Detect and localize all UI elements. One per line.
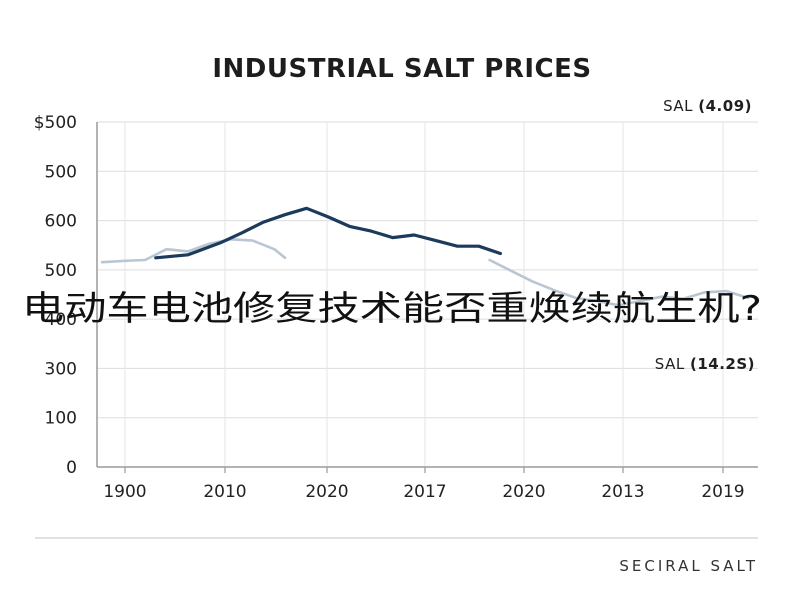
y-tick-label: $500 [34,113,77,133]
annotation-top-value: (4.09) [698,97,752,115]
series-line-2 [488,258,750,307]
y-tick-label: 100 [45,409,77,429]
annotation-bottom-value: (14.2S) [690,355,755,373]
axes [96,122,758,468]
x-tick-label: 2020 [305,482,348,502]
x-tick-label: 1900 [103,482,146,502]
x-tick-label: 2017 [403,482,446,502]
y-tick-label: 300 [45,359,77,379]
y-tick-label: 600 [45,212,77,232]
series-lines [100,206,750,307]
annotation-bottom: SAL (14.2S) [655,355,755,373]
x-tick-label: 2020 [502,482,545,502]
series-line-0 [154,206,502,260]
y-tick-label: 500 [45,261,77,281]
footer-label: SECIRAL SALT [619,557,758,575]
chart-title: INDUSTRIAL SALT PRICES [212,54,591,84]
x-tick-labels: 1900 2010 2020 2017 2020 2013 2019 [103,467,745,502]
annotation-top-prefix: SAL [663,97,693,115]
x-tick-label: 2019 [701,482,744,502]
series-line-1 [100,238,287,264]
x-tick-label: 2010 [203,482,246,502]
overlay-headline: 电动车电池修复技术能否重焕续航生机? [22,289,762,329]
x-tick-label: 2013 [601,482,644,502]
annotation-bottom-prefix: SAL [655,355,685,373]
y-tick-label: 0 [66,458,77,478]
grid [97,121,758,467]
annotation-top: SAL (4.09) [663,97,752,115]
y-tick-labels: $500 500 600 500 400 300 100 0 [34,113,77,478]
y-tick-label: 500 [45,162,77,182]
y-tick-label: 400 [45,310,77,330]
